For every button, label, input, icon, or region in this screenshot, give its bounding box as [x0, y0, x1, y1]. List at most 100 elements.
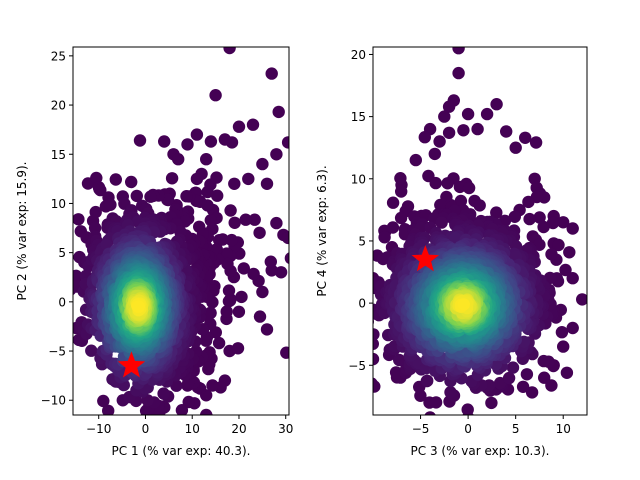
scatter-point — [462, 181, 476, 195]
scatter-point — [522, 195, 535, 209]
scatter-point — [73, 269, 83, 282]
scatter-point — [555, 326, 569, 339]
x-tick-label: 0 — [464, 422, 472, 436]
scatter-point — [130, 189, 143, 203]
scatter-point — [170, 379, 183, 392]
scatter-point — [393, 353, 406, 367]
y-tick-label: 25 — [51, 49, 66, 63]
points-layer — [351, 47, 605, 415]
scatter-point — [378, 231, 391, 244]
scatter-point — [223, 47, 236, 55]
scatter-point — [253, 226, 266, 239]
scatter-point — [158, 135, 171, 148]
scatter-point — [209, 89, 222, 102]
scatter-point — [520, 368, 534, 381]
scatter-point — [231, 342, 245, 355]
x-tick-label: 5 — [512, 422, 520, 436]
scatter-point — [428, 147, 441, 161]
scatter-point — [260, 177, 274, 190]
scatter-point — [85, 344, 98, 357]
scatter-point — [525, 386, 539, 399]
scatter-point — [260, 323, 274, 336]
scatter-point — [442, 126, 456, 139]
x-tick-label: 0 — [142, 422, 150, 436]
scatter-point — [206, 379, 219, 392]
scatter-point — [253, 310, 267, 323]
scatter-point — [560, 366, 574, 379]
scatter-point — [457, 124, 470, 137]
scatter-point — [157, 387, 170, 400]
scatter-point — [563, 246, 576, 259]
scatter-point — [457, 298, 470, 311]
scatter-point — [220, 305, 233, 318]
scatter-point — [222, 284, 236, 297]
y-tick-label: 0 — [58, 295, 66, 309]
y-tick-label: −5 — [48, 345, 66, 359]
scatter-point — [373, 352, 380, 366]
scatter-point — [199, 334, 213, 347]
scatter-point — [453, 180, 467, 194]
scatter-point — [235, 290, 248, 304]
scatter-point — [144, 190, 157, 203]
scatter-point — [181, 138, 194, 151]
y-tick-label: 20 — [351, 48, 366, 62]
scatter-point — [461, 403, 474, 415]
scatter-point — [395, 185, 408, 198]
scatter-point — [270, 216, 283, 230]
scatter-point — [222, 295, 236, 308]
scatter-point — [490, 206, 503, 219]
scatter-point — [172, 153, 185, 166]
scatter-point — [441, 177, 454, 190]
scatter-point — [104, 198, 117, 211]
scatter-point — [454, 194, 468, 208]
y-tick-label: −5 — [348, 359, 366, 373]
y-tick-label: 15 — [51, 148, 66, 162]
axes-frame — [372, 46, 588, 416]
scatter-point — [125, 175, 138, 189]
scatter-point — [418, 131, 431, 144]
scatter-point — [211, 189, 224, 202]
scatter-point — [519, 131, 532, 144]
scatter-point — [204, 135, 218, 148]
scatter-point — [167, 427, 179, 439]
scatter-point — [529, 136, 543, 149]
scatter-panel-pc1-pc2: −10 0 10 20 30 −10 −5 0 5 10 15 20 25 PC 1 (% var exp… — [15, 46, 293, 458]
scatter-point — [502, 371, 516, 385]
scatter-point — [73, 213, 85, 226]
scatter-point — [256, 285, 269, 299]
scatter-point — [537, 354, 550, 368]
scatter-point — [265, 67, 278, 80]
scatter-point — [538, 371, 551, 384]
scatter-point — [429, 176, 442, 190]
scatter-point — [201, 185, 214, 199]
scatter-point — [351, 311, 363, 323]
scatter-point — [508, 210, 521, 223]
x-tick-label: 30 — [278, 422, 293, 436]
scatter-point — [452, 66, 465, 80]
scatter-point — [552, 238, 565, 252]
scatter-point — [272, 105, 285, 119]
y-tick-label: −10 — [41, 394, 66, 408]
scatter-point — [180, 190, 193, 203]
scatter-point — [248, 213, 261, 226]
y-tick-label: 10 — [51, 197, 66, 211]
scatter-point — [545, 379, 558, 392]
scatter-point — [593, 280, 605, 292]
scatter-point — [516, 380, 530, 393]
scatter-point — [557, 216, 570, 229]
x-tick-label: 20 — [231, 422, 246, 436]
x-tick-label: 10 — [185, 422, 200, 436]
scatter-point — [354, 192, 366, 204]
y-tick-label: 0 — [358, 297, 366, 311]
scatter-point — [490, 98, 503, 111]
scatter-point — [239, 213, 252, 226]
scatter-point — [175, 404, 189, 415]
scatter-point — [212, 336, 226, 350]
scatter-point — [132, 300, 146, 313]
scatter-point — [224, 204, 237, 217]
scatter-point — [480, 107, 494, 121]
scatter-panel-pc3-pc4: −5 0 5 10 −5 0 5 10 15 20 PC 3 (% var exp: 10.3). P… — [315, 46, 605, 458]
scatter-point — [264, 255, 277, 268]
scatter-point — [386, 221, 400, 234]
y-axis-label: PC 2 (% var exp: 15.9). — [15, 162, 29, 301]
